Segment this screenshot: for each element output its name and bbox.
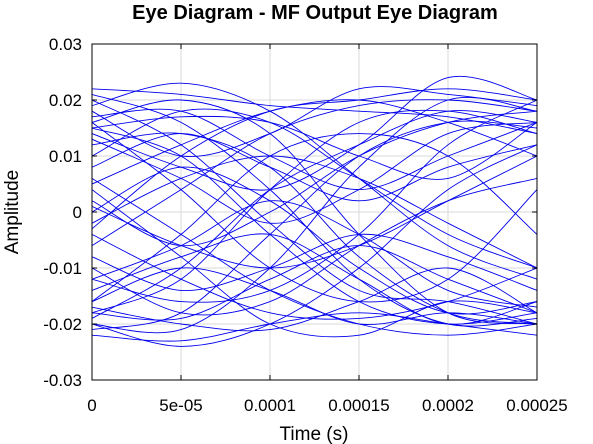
eye-trace (92, 108, 537, 269)
eye-trace (92, 267, 537, 326)
eye-trace (92, 99, 537, 325)
eye-trace (92, 99, 537, 303)
eye-trace (92, 99, 537, 185)
chart-title: Eye Diagram - MF Output Eye Diagram (132, 2, 498, 24)
eye-trace (92, 133, 537, 202)
eye-trace (92, 177, 537, 316)
eye-trace (92, 88, 537, 230)
y-tick-label: -0.03 (43, 371, 82, 390)
eye-trace (92, 133, 537, 302)
eye-trace (92, 233, 537, 325)
eye-trace (92, 245, 537, 321)
eye-trace (92, 144, 537, 347)
eye-trace (92, 155, 537, 269)
eye-trace (92, 75, 537, 191)
y-tick-label: -0.01 (43, 259, 82, 278)
trace-layer (92, 75, 537, 347)
tick-layer: 0 5e-05 0.0001 0.00015 0.0002 0.00025 -0.03 -0.… (43, 35, 567, 415)
eye-trace (92, 99, 537, 246)
eye-trace (92, 120, 537, 331)
x-tick-label: 0.0001 (244, 396, 296, 415)
x-tick-label: 5e-05 (159, 396, 202, 415)
eye-trace (92, 267, 537, 332)
eye-trace (92, 96, 537, 334)
y-axis-label: Amplitude (2, 170, 23, 255)
y-tick-label: -0.02 (43, 315, 82, 334)
eye-trace (92, 110, 537, 247)
x-tick-label: 0 (87, 396, 96, 415)
y-tick-label: 0 (73, 203, 82, 222)
y-tick-label: 0.02 (49, 91, 82, 110)
y-tick-label: 0.03 (49, 35, 82, 54)
eye-trace (92, 93, 537, 327)
eye-trace (92, 86, 537, 158)
eye-trace (92, 166, 537, 315)
x-tick-label: 0.00025 (506, 396, 567, 415)
eye-trace (92, 121, 537, 224)
eye-trace (92, 132, 537, 325)
eye-trace (92, 110, 537, 319)
eye-trace (92, 178, 537, 336)
eye-trace (92, 122, 537, 303)
x-tick-label: 0.0002 (422, 396, 474, 415)
x-tick-label: 0.00015 (328, 396, 389, 415)
eye-trace (92, 200, 537, 308)
eye-trace (92, 82, 537, 280)
y-tick-label: 0.01 (49, 147, 82, 166)
eye-trace (92, 233, 537, 291)
eye-trace (92, 189, 537, 338)
x-axis-label: Time (s) (280, 424, 349, 444)
eye-trace (92, 109, 537, 314)
eye-trace (92, 115, 537, 180)
eye-trace (92, 233, 537, 320)
eye-trace (92, 88, 537, 135)
